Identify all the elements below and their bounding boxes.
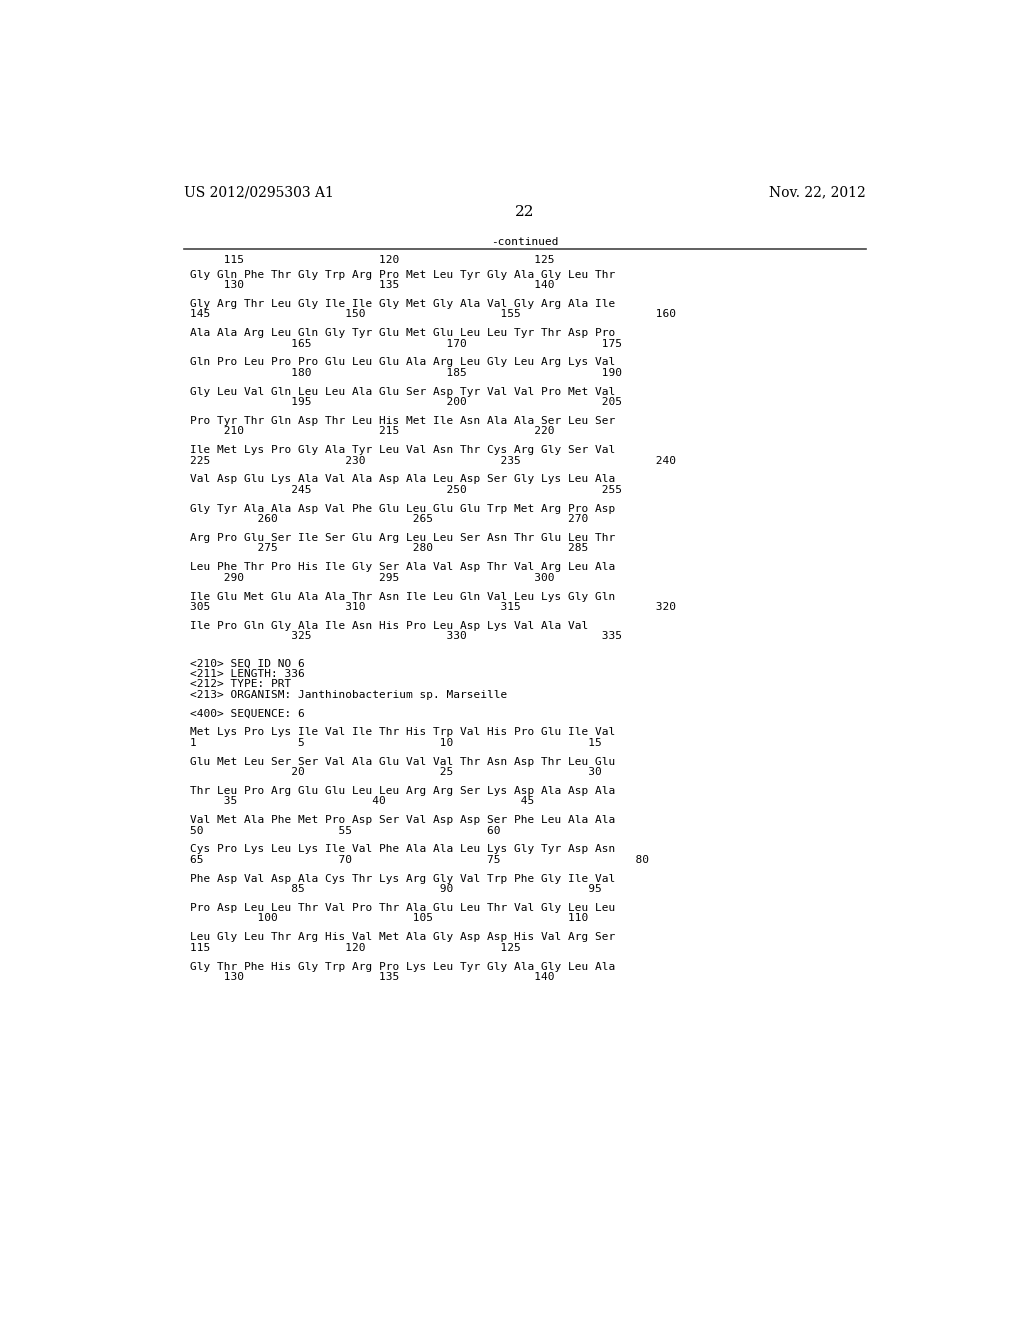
Text: 145                    150                    155                    160: 145 150 155 160 <box>190 309 676 319</box>
Text: 100                    105                    110: 100 105 110 <box>190 913 588 924</box>
Text: 290                    295                    300: 290 295 300 <box>190 573 555 582</box>
Text: <211> LENGTH: 336: <211> LENGTH: 336 <box>190 669 305 678</box>
Text: 180                    185                    190: 180 185 190 <box>190 368 622 378</box>
Text: Gln Pro Leu Pro Pro Glu Leu Glu Ala Arg Leu Gly Leu Arg Lys Val: Gln Pro Leu Pro Pro Glu Leu Glu Ala Arg … <box>190 358 615 367</box>
Text: Gly Gln Phe Thr Gly Trp Arg Pro Met Leu Tyr Gly Ala Gly Leu Thr: Gly Gln Phe Thr Gly Trp Arg Pro Met Leu … <box>190 269 615 280</box>
Text: <210> SEQ ID NO 6: <210> SEQ ID NO 6 <box>190 659 305 668</box>
Text: Ile Glu Met Glu Ala Ala Thr Asn Ile Leu Gln Val Leu Lys Gly Gln: Ile Glu Met Glu Ala Ala Thr Asn Ile Leu … <box>190 591 615 602</box>
Text: Cys Pro Lys Leu Lys Ile Val Phe Ala Ala Leu Lys Gly Tyr Asp Asn: Cys Pro Lys Leu Lys Ile Val Phe Ala Ala … <box>190 845 615 854</box>
Text: Gly Thr Phe His Gly Trp Arg Pro Lys Leu Tyr Gly Ala Gly Leu Ala: Gly Thr Phe His Gly Trp Arg Pro Lys Leu … <box>190 961 615 972</box>
Text: <212> TYPE: PRT: <212> TYPE: PRT <box>190 680 291 689</box>
Text: Gly Leu Val Gln Leu Leu Ala Glu Ser Asp Tyr Val Val Pro Met Val: Gly Leu Val Gln Leu Leu Ala Glu Ser Asp … <box>190 387 615 397</box>
Text: Glu Met Leu Ser Ser Val Ala Glu Val Val Thr Asn Asp Thr Leu Glu: Glu Met Leu Ser Ser Val Ala Glu Val Val … <box>190 756 615 767</box>
Text: 115                    120                    125: 115 120 125 <box>190 256 555 265</box>
Text: 1               5                    10                    15: 1 5 10 15 <box>190 738 602 748</box>
Text: -continued: -continued <box>492 238 558 247</box>
Text: Pro Tyr Thr Gln Asp Thr Leu His Met Ile Asn Ala Ala Ser Leu Ser: Pro Tyr Thr Gln Asp Thr Leu His Met Ile … <box>190 416 615 426</box>
Text: 130                    135                    140: 130 135 140 <box>190 972 555 982</box>
Text: Val Asp Glu Lys Ala Val Ala Asp Ala Leu Asp Ser Gly Lys Leu Ala: Val Asp Glu Lys Ala Val Ala Asp Ala Leu … <box>190 474 615 484</box>
Text: Gly Tyr Ala Ala Asp Val Phe Glu Leu Glu Glu Trp Met Arg Pro Asp: Gly Tyr Ala Ala Asp Val Phe Glu Leu Glu … <box>190 504 615 513</box>
Text: Arg Pro Glu Ser Ile Ser Glu Arg Leu Leu Ser Asn Thr Glu Leu Thr: Arg Pro Glu Ser Ile Ser Glu Arg Leu Leu … <box>190 533 615 543</box>
Text: Met Lys Pro Lys Ile Val Ile Thr His Trp Val His Pro Glu Ile Val: Met Lys Pro Lys Ile Val Ile Thr His Trp … <box>190 727 615 738</box>
Text: 225                    230                    235                    240: 225 230 235 240 <box>190 455 676 466</box>
Text: 245                    250                    255: 245 250 255 <box>190 484 622 495</box>
Text: Pro Asp Leu Leu Thr Val Pro Thr Ala Glu Leu Thr Val Gly Leu Leu: Pro Asp Leu Leu Thr Val Pro Thr Ala Glu … <box>190 903 615 913</box>
Text: 22: 22 <box>515 205 535 219</box>
Text: 20                    25                    30: 20 25 30 <box>190 767 602 777</box>
Text: Ile Met Lys Pro Gly Ala Tyr Leu Val Asn Thr Cys Arg Gly Ser Val: Ile Met Lys Pro Gly Ala Tyr Leu Val Asn … <box>190 445 615 455</box>
Text: Leu Phe Thr Pro His Ile Gly Ser Ala Val Asp Thr Val Arg Leu Ala: Leu Phe Thr Pro His Ile Gly Ser Ala Val … <box>190 562 615 573</box>
Text: 165                    170                    175: 165 170 175 <box>190 339 622 348</box>
Text: Ala Ala Arg Leu Gln Gly Tyr Glu Met Glu Leu Leu Tyr Thr Asp Pro: Ala Ala Arg Leu Gln Gly Tyr Glu Met Glu … <box>190 329 615 338</box>
Text: Leu Gly Leu Thr Arg His Val Met Ala Gly Asp Asp His Val Arg Ser: Leu Gly Leu Thr Arg His Val Met Ala Gly … <box>190 932 615 942</box>
Text: 195                    200                    205: 195 200 205 <box>190 397 622 407</box>
Text: Thr Leu Pro Arg Glu Glu Leu Leu Arg Arg Ser Lys Asp Ala Asp Ala: Thr Leu Pro Arg Glu Glu Leu Leu Arg Arg … <box>190 785 615 796</box>
Text: 260                    265                    270: 260 265 270 <box>190 515 588 524</box>
Text: <213> ORGANISM: Janthinobacterium sp. Marseille: <213> ORGANISM: Janthinobacterium sp. Ma… <box>190 689 507 700</box>
Text: 115                    120                    125: 115 120 125 <box>190 942 521 953</box>
Text: Gly Arg Thr Leu Gly Ile Ile Gly Met Gly Ala Val Gly Arg Ala Ile: Gly Arg Thr Leu Gly Ile Ile Gly Met Gly … <box>190 298 615 309</box>
Text: 85                    90                    95: 85 90 95 <box>190 884 602 894</box>
Text: Val Met Ala Phe Met Pro Asp Ser Val Asp Asp Ser Phe Leu Ala Ala: Val Met Ala Phe Met Pro Asp Ser Val Asp … <box>190 816 615 825</box>
Text: 130                    135                    140: 130 135 140 <box>190 280 555 290</box>
Text: 275                    280                    285: 275 280 285 <box>190 544 588 553</box>
Text: 35                    40                    45: 35 40 45 <box>190 796 535 807</box>
Text: 210                    215                    220: 210 215 220 <box>190 426 555 437</box>
Text: Nov. 22, 2012: Nov. 22, 2012 <box>769 185 866 199</box>
Text: Phe Asp Val Asp Ala Cys Thr Lys Arg Gly Val Trp Phe Gly Ile Val: Phe Asp Val Asp Ala Cys Thr Lys Arg Gly … <box>190 874 615 883</box>
Text: 305                    310                    315                    320: 305 310 315 320 <box>190 602 676 612</box>
Text: <400> SEQUENCE: 6: <400> SEQUENCE: 6 <box>190 709 305 718</box>
Text: 50                    55                    60: 50 55 60 <box>190 825 501 836</box>
Text: US 2012/0295303 A1: US 2012/0295303 A1 <box>183 185 334 199</box>
Text: Ile Pro Gln Gly Ala Ile Asn His Pro Leu Asp Lys Val Ala Val: Ile Pro Gln Gly Ala Ile Asn His Pro Leu … <box>190 620 588 631</box>
Text: 325                    330                    335: 325 330 335 <box>190 631 622 642</box>
Text: 65                    70                    75                    80: 65 70 75 80 <box>190 855 649 865</box>
